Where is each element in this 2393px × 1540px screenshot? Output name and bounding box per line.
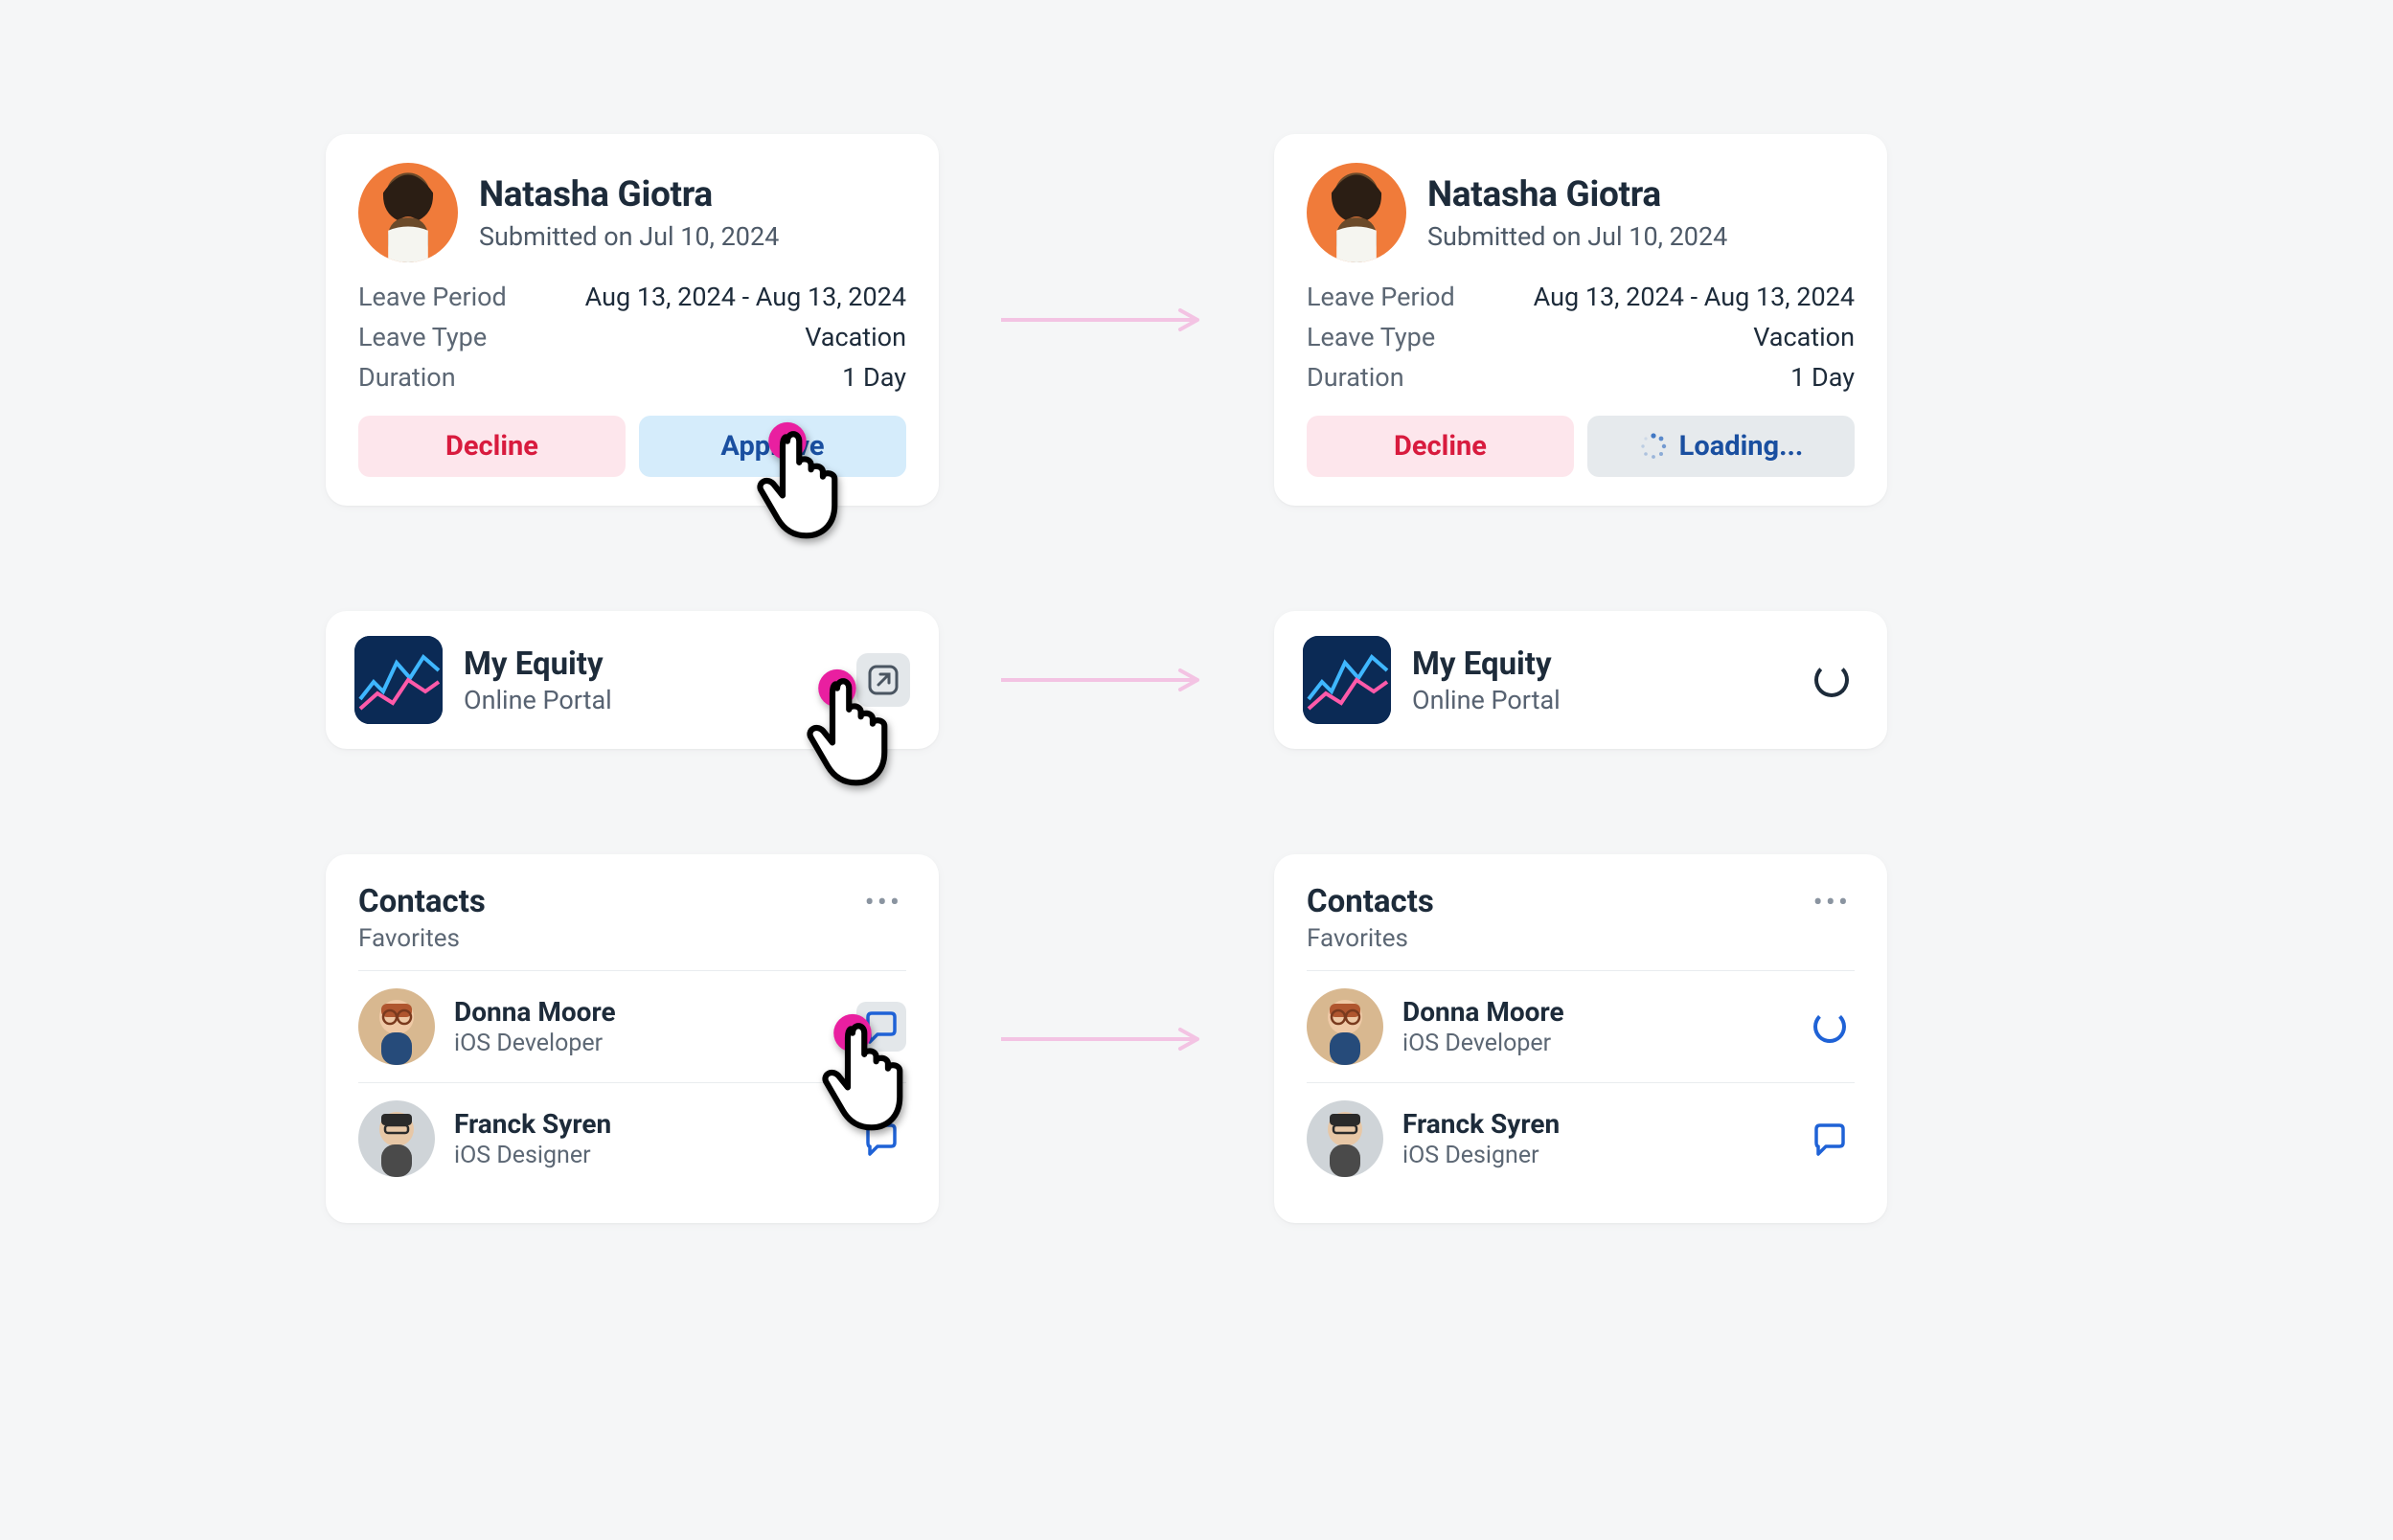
contact-row: Donna Moore iOS Developer	[1307, 970, 1855, 1082]
avatar	[1307, 988, 1383, 1065]
equity-thumbnail	[354, 636, 443, 724]
value-leave-period: Aug 13, 2024 - Aug 13, 2024	[585, 282, 906, 312]
equity-title: My Equity	[464, 645, 612, 683]
open-external-loading	[1805, 653, 1858, 707]
label-leave-type: Leave Type	[1307, 322, 1435, 352]
requester-name: Natasha Giotra	[479, 174, 779, 215]
contacts-card-before: Contacts Favorites ••• Donna Moore iOS D…	[326, 854, 939, 1223]
contact-name: Franck Syren	[454, 1108, 611, 1140]
contact-name: Donna Moore	[454, 996, 616, 1028]
chat-icon	[1811, 1120, 1849, 1158]
contact-row: Franck Syren iOS Designer	[358, 1082, 906, 1194]
chat-button[interactable]	[856, 1002, 906, 1052]
approve-button[interactable]: Approve	[639, 416, 906, 477]
contacts-card-after: Contacts Favorites ••• Donna Moore iOS D…	[1274, 854, 1887, 1223]
label-leave-period: Leave Period	[358, 282, 507, 312]
contact-role: iOS Designer	[1402, 1142, 1560, 1169]
avatar	[358, 163, 458, 262]
loading-label: Loading...	[1679, 430, 1804, 463]
decline-button[interactable]: Decline	[1307, 416, 1574, 477]
leave-request-card-before: Natasha Giotra Submitted on Jul 10, 2024…	[326, 134, 939, 506]
approve-button-loading: Loading...	[1587, 416, 1855, 477]
spinner-icon	[1814, 663, 1849, 697]
contacts-title: Contacts	[358, 883, 486, 920]
equity-card-after: My Equity Online Portal	[1274, 611, 1887, 749]
value-leave-period: Aug 13, 2024 - Aug 13, 2024	[1534, 282, 1855, 312]
decline-button[interactable]: Decline	[358, 416, 626, 477]
chat-button[interactable]	[1805, 1114, 1855, 1164]
label-duration: Duration	[358, 362, 456, 393]
contacts-subtitle: Favorites	[358, 924, 486, 953]
chat-button-loading	[1805, 1002, 1855, 1052]
label-duration: Duration	[1307, 362, 1404, 393]
more-options-button[interactable]: •••	[1810, 883, 1855, 923]
transition-arrow-icon	[996, 661, 1217, 699]
contact-name: Donna Moore	[1402, 996, 1564, 1028]
chat-icon	[862, 1008, 900, 1046]
equity-title: My Equity	[1412, 645, 1561, 683]
leave-request-card-after: Natasha Giotra Submitted on Jul 10, 2024…	[1274, 134, 1887, 506]
contacts-title: Contacts	[1307, 883, 1434, 920]
label-leave-period: Leave Period	[1307, 282, 1455, 312]
equity-thumbnail	[1303, 636, 1391, 724]
requester-name: Natasha Giotra	[1427, 174, 1727, 215]
equity-subtitle: Online Portal	[1412, 685, 1561, 715]
spinner-icon	[1639, 432, 1668, 461]
state-pair-contacts: Contacts Favorites ••• Donna Moore iOS D…	[326, 854, 2050, 1223]
equity-subtitle: Online Portal	[464, 685, 612, 715]
chat-icon	[862, 1120, 900, 1158]
contacts-subtitle: Favorites	[1307, 924, 1434, 953]
equity-card-before: My Equity Online Portal	[326, 611, 939, 749]
contact-name: Franck Syren	[1402, 1108, 1560, 1140]
contact-role: iOS Developer	[1402, 1030, 1564, 1057]
contact-role: iOS Developer	[454, 1030, 616, 1057]
state-pair-equity: My Equity Online Portal	[326, 611, 2050, 749]
state-pair-leave-request: Natasha Giotra Submitted on Jul 10, 2024…	[326, 134, 2050, 506]
value-duration: 1 Day	[1790, 362, 1855, 393]
submitted-date: Submitted on Jul 10, 2024	[479, 221, 779, 252]
chat-button[interactable]	[856, 1114, 906, 1164]
open-external-button[interactable]	[856, 653, 910, 707]
avatar	[1307, 163, 1406, 262]
arrow-up-right-icon	[867, 664, 900, 696]
value-duration: 1 Day	[842, 362, 906, 393]
value-leave-type: Vacation	[1753, 322, 1855, 352]
contact-row: Franck Syren iOS Designer	[1307, 1082, 1855, 1194]
transition-arrow-icon	[996, 301, 1217, 339]
value-leave-type: Vacation	[805, 322, 906, 352]
label-leave-type: Leave Type	[358, 322, 487, 352]
transition-arrow-icon	[996, 1020, 1217, 1058]
contact-row: Donna Moore iOS Developer	[358, 970, 906, 1082]
avatar	[358, 1100, 435, 1177]
submitted-date: Submitted on Jul 10, 2024	[1427, 221, 1727, 252]
spinner-icon	[1813, 1010, 1846, 1043]
avatar	[1307, 1100, 1383, 1177]
contact-role: iOS Designer	[454, 1142, 611, 1169]
more-options-button[interactable]: •••	[861, 883, 906, 923]
avatar	[358, 988, 435, 1065]
